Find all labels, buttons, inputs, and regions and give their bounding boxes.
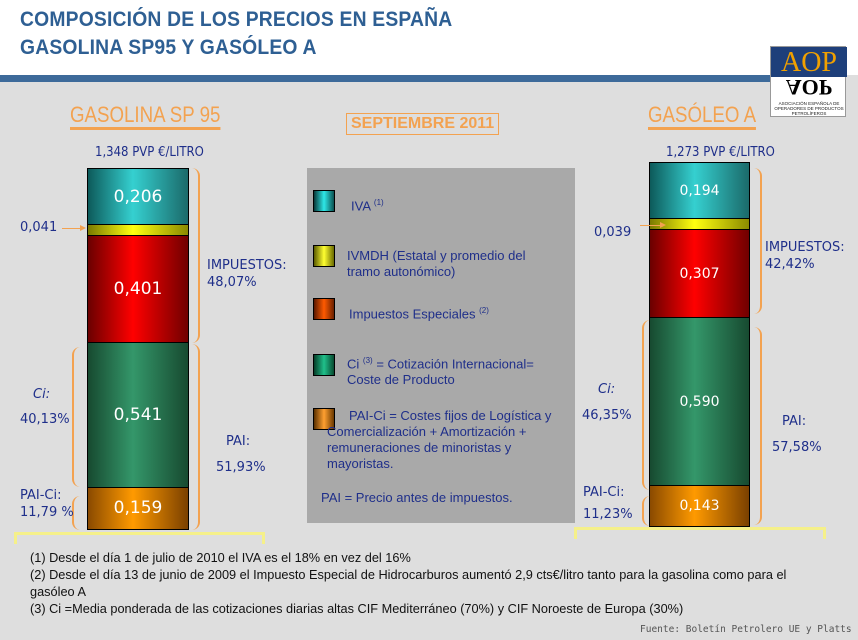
bar-segment-ivmdh <box>650 218 749 230</box>
gasoleo-ci-pct: 46,35% <box>582 408 632 423</box>
gasolina-pai-pct: 51,93% <box>216 460 266 475</box>
bar-segment-ci: 0,590 <box>650 316 749 486</box>
gasolina-paici-label: PAI-Ci: <box>20 488 62 503</box>
legend-pai: PAI = Precio antes de impuestos. <box>321 490 513 505</box>
gasoleo-paici-label: PAI-Ci: <box>583 485 625 500</box>
gasoleo-ivmdh-value: 0,039 <box>594 225 632 240</box>
legend-especiales: Impuestos Especiales (2) <box>349 306 489 322</box>
gasolina-ivmdh-value: 0,041 <box>20 220 58 235</box>
source-note: Fuente: Boletín Petrolero UE y Platts <box>640 624 852 635</box>
gasolina-paici-pct: 11,79 % <box>20 505 74 520</box>
legend-swatch-especiales <box>313 298 335 320</box>
bar-segment-pai_ci: 0,143 <box>650 485 749 526</box>
gasoleo-stacked-bar: 0,194 0,307 0,590 0,143 <box>649 162 750 527</box>
footnotes: (1) Desde el día 1 de julio de 2010 el I… <box>30 549 794 617</box>
segment-value-label: 0,590 <box>679 393 720 410</box>
pai-brace <box>754 327 762 525</box>
gasoleo-impuestos-label: IMPUESTOS: <box>765 240 845 255</box>
footnote-2: (2) Desde el día 13 de junio de 2009 el … <box>30 567 787 599</box>
gasolina-impuestos-label: IMPUESTOS: <box>207 258 287 273</box>
legend-swatch-ci <box>313 354 335 376</box>
gasolina-impuestos-pct: 48,07% <box>207 275 257 290</box>
legend-swatch-ivmdh <box>313 245 335 267</box>
pai-brace <box>192 344 200 530</box>
bar-segment-ci: 0,541 <box>88 342 188 487</box>
bar-segment-especiales: 0,307 <box>650 229 749 317</box>
legend-ci: Ci (3) = Cotización Internacional= Coste… <box>347 356 534 388</box>
legend-swatch-iva <box>313 190 335 212</box>
gasoleo-impuestos-pct: 42,42% <box>765 257 815 272</box>
arrow-icon <box>640 222 666 228</box>
page-title-line2: GASOLINA SP95 Y GASÓLEO A <box>20 36 317 59</box>
arrow-icon <box>62 225 86 231</box>
gasoleo-pvp: 1,273 PVP €/LITRO <box>666 145 775 160</box>
legend: IVA (1) IVMDH (Estatal y promedio del tr… <box>307 168 575 523</box>
segment-value-label: 0,401 <box>113 278 163 299</box>
gasolina-ci-pct: 40,13% <box>20 412 70 427</box>
paici-brace <box>72 496 80 530</box>
gasoleo-pai-pct: 57,58% <box>772 440 822 455</box>
gasolina-pai-label: PAI: <box>226 434 251 449</box>
legend-swatch-pai-ci <box>313 408 335 430</box>
bar-segment-pai_ci: 0,159 <box>88 486 188 529</box>
gasoleo-ci-label: Ci: <box>598 382 616 397</box>
gasoleo-pai-label: PAI: <box>782 414 807 429</box>
period-label: SEPTIEMBRE 2011 <box>346 113 500 135</box>
gasolina-ci-label: Ci: <box>33 387 51 402</box>
gasolina-base <box>14 532 265 544</box>
segment-value-label: 0,307 <box>679 265 720 282</box>
gasolina-title: GASOLINA SP 95 <box>70 103 221 130</box>
segment-value-label: 0,194 <box>679 182 720 199</box>
segment-value-label: 0,206 <box>113 186 163 207</box>
aop-logo: AOP AOP ASOCIACIÓN ESPAÑOLA DE OPERADORE… <box>770 46 847 117</box>
legend-ivmdh: IVMDH (Estatal y promedio del tramo auto… <box>347 248 526 279</box>
bar-segment-iva: 0,194 <box>650 163 749 219</box>
bar-segment-especiales: 0,401 <box>88 234 188 343</box>
header: COMPOSICIÓN DE LOS PRECIOS EN ESPAÑA GAS… <box>0 0 858 75</box>
gasoleo-base <box>574 527 826 539</box>
paici-brace <box>642 496 650 526</box>
impuestos-brace <box>754 168 762 314</box>
ci-brace <box>642 320 650 490</box>
legend-pai-ci: PAI-Ci = Costes fijos de Logística y Com… <box>327 408 552 471</box>
segment-value-label: 0,159 <box>113 498 163 519</box>
impuestos-brace <box>192 168 200 343</box>
gasolina-stacked-bar: 0,206 0,401 0,541 0,159 <box>87 168 189 530</box>
gasolina-pvp: 1,348 PVP €/LITRO <box>95 145 204 160</box>
bar-segment-iva: 0,206 <box>88 169 188 224</box>
gasoleo-title: GASÓLEO A <box>648 103 757 130</box>
bar-segment-ivmdh <box>88 224 188 235</box>
ci-brace <box>72 347 80 487</box>
segment-value-label: 0,541 <box>113 404 163 425</box>
gasoleo-paici-pct: 11,23% <box>583 507 633 522</box>
segment-value-label: 0,143 <box>679 498 720 515</box>
footnote-1: (1) Desde el día 1 de julio de 2010 el I… <box>30 550 411 565</box>
footnote-3: (3) Ci =Media ponderada de las cotizacio… <box>30 601 684 616</box>
legend-iva: IVA (1) <box>351 198 384 214</box>
page-title-line1: COMPOSICIÓN DE LOS PRECIOS EN ESPAÑA <box>20 8 453 31</box>
header-divider <box>0 75 770 82</box>
